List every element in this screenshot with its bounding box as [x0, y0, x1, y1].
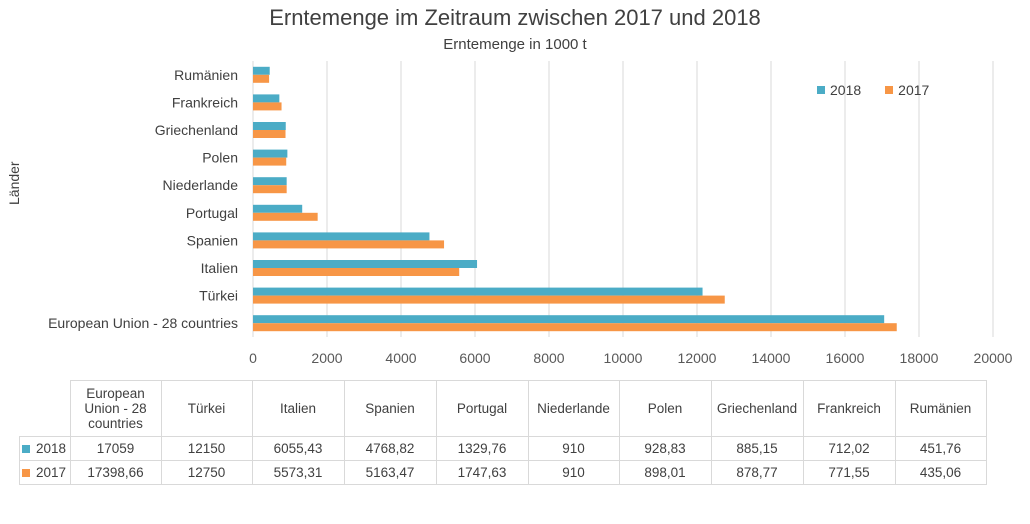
data-table-cell: 435,06 [894, 460, 987, 485]
bar-2017 [253, 157, 287, 166]
category-label: Rumänien [174, 67, 238, 83]
data-table-cell: 885,15 [710, 436, 804, 461]
data-table-cell: 17059 [69, 436, 162, 461]
data-table-row-label: 2017 [19, 460, 71, 485]
category-label: Portugal [186, 205, 238, 221]
bar-2018 [253, 204, 303, 213]
bar-2017 [253, 185, 287, 194]
data-table-cell: 6055,43 [251, 436, 345, 461]
data-table-cell: 1329,76 [435, 436, 529, 461]
x-tick-label: 0 [249, 350, 257, 366]
data-table-cell: 4768,82 [343, 436, 437, 461]
category-label: European Union - 28 countries [48, 315, 238, 331]
x-tick-label: 4000 [385, 350, 416, 366]
data-table-header: Portugal [435, 380, 529, 437]
data-table-cell: 910 [527, 436, 620, 461]
x-tick-label: 2000 [311, 350, 342, 366]
x-tick-label: 14000 [752, 350, 791, 366]
bar-2018 [253, 177, 287, 186]
category-label: Türkei [199, 288, 238, 304]
bar-2018 [253, 260, 478, 268]
data-table-row-2018: 2018 17059 12150 6055,43 4768,82 1329,76… [19, 436, 987, 461]
y-axis-label: Länder [6, 161, 22, 205]
category-label: Spanien [187, 232, 238, 248]
data-table-header: Türkei [160, 380, 253, 437]
category-label: Niederlande [163, 177, 239, 193]
data-table-cell: 712,02 [802, 436, 896, 461]
bar-2017 [253, 130, 286, 138]
data-table-header: Rumänien [894, 380, 987, 437]
data-table-row-2017: 2017 17398,66 12750 5573,31 5163,47 1747… [19, 460, 987, 485]
x-tick-label: 10000 [604, 350, 643, 366]
chart-subtitle: Erntemenge in 1000 t [443, 36, 587, 53]
bar-2018 [253, 315, 885, 324]
chart-title: Erntemenge im Zeitraum zwischen 2017 und… [269, 5, 761, 30]
data-table-cell: 1747,63 [435, 460, 529, 485]
row-label-2017: 2017 [36, 465, 67, 480]
row-label-2018: 2018 [36, 441, 67, 456]
data-table-header: Griechenland [710, 380, 804, 437]
x-tick-label: 8000 [533, 350, 564, 366]
data-table-cell: 910 [527, 460, 620, 485]
legend: 2018 2017 [817, 82, 929, 98]
x-tick-label: 18000 [900, 350, 939, 366]
data-table-corner [19, 380, 71, 437]
data-table-header: Spanien [343, 380, 437, 437]
legend-item-2018: 2018 [817, 82, 861, 98]
data-table-cell: 898,01 [618, 460, 712, 485]
bar-2018 [253, 66, 270, 75]
data-table-cell: 878,77 [710, 460, 804, 485]
bar-2017 [253, 295, 725, 304]
bar-2017 [253, 102, 282, 111]
bar-2017 [253, 268, 460, 276]
data-table-row-label: 2018 [19, 436, 71, 461]
data-table-cell: 451,76 [894, 436, 987, 461]
legend-label-2018: 2018 [830, 82, 862, 98]
x-tick-label: 12000 [678, 350, 717, 366]
bar-2018 [253, 287, 703, 296]
data-table-cell: 771,55 [802, 460, 896, 485]
data-table-cell: 5163,47 [343, 460, 437, 485]
bar-2017 [253, 240, 445, 249]
bar-2017 [253, 212, 318, 221]
data-table-header: Frankreich [802, 380, 896, 437]
bar-2018 [253, 122, 286, 130]
bar-2017 [253, 323, 897, 332]
category-label: Griechenland [155, 122, 238, 138]
data-table-header: Italien [251, 380, 345, 437]
row-swatch-2018 [22, 445, 30, 453]
data-table-header: Polen [618, 380, 712, 437]
bar-2018 [253, 232, 430, 241]
data-table-cell: 5573,31 [251, 460, 345, 485]
bar-2018 [253, 149, 288, 158]
data-table-cell: 12150 [160, 436, 253, 461]
legend-label-2017: 2017 [898, 82, 930, 98]
data-table: European Union - 28 countries Türkei Ita… [19, 380, 987, 485]
data-table-cell: 928,83 [618, 436, 712, 461]
x-tick-label: 20000 [974, 350, 1013, 366]
bar-chart: 0 2000 4000 6000 8000 10000 12000 14000 16000 180… [48, 61, 1013, 366]
data-table-cell: 17398,66 [69, 460, 162, 485]
data-table-header: Niederlande [527, 380, 620, 437]
category-label: Polen [202, 150, 238, 166]
data-table-header-row: European Union - 28 countries Türkei Ita… [19, 380, 987, 437]
legend-swatch-2018 [817, 86, 825, 94]
bar-2017 [253, 74, 270, 83]
row-swatch-2017 [22, 469, 30, 477]
x-tick-label: 16000 [826, 350, 865, 366]
x-tick-label: 6000 [459, 350, 490, 366]
data-table-header: European Union - 28 countries [69, 380, 162, 437]
category-label: Frankreich [172, 94, 238, 110]
legend-swatch-2017 [885, 86, 894, 94]
category-label: Italien [201, 260, 238, 276]
legend-item-2017: 2017 [885, 82, 929, 98]
bar-2018 [253, 94, 280, 103]
data-table-cell: 12750 [160, 460, 253, 485]
